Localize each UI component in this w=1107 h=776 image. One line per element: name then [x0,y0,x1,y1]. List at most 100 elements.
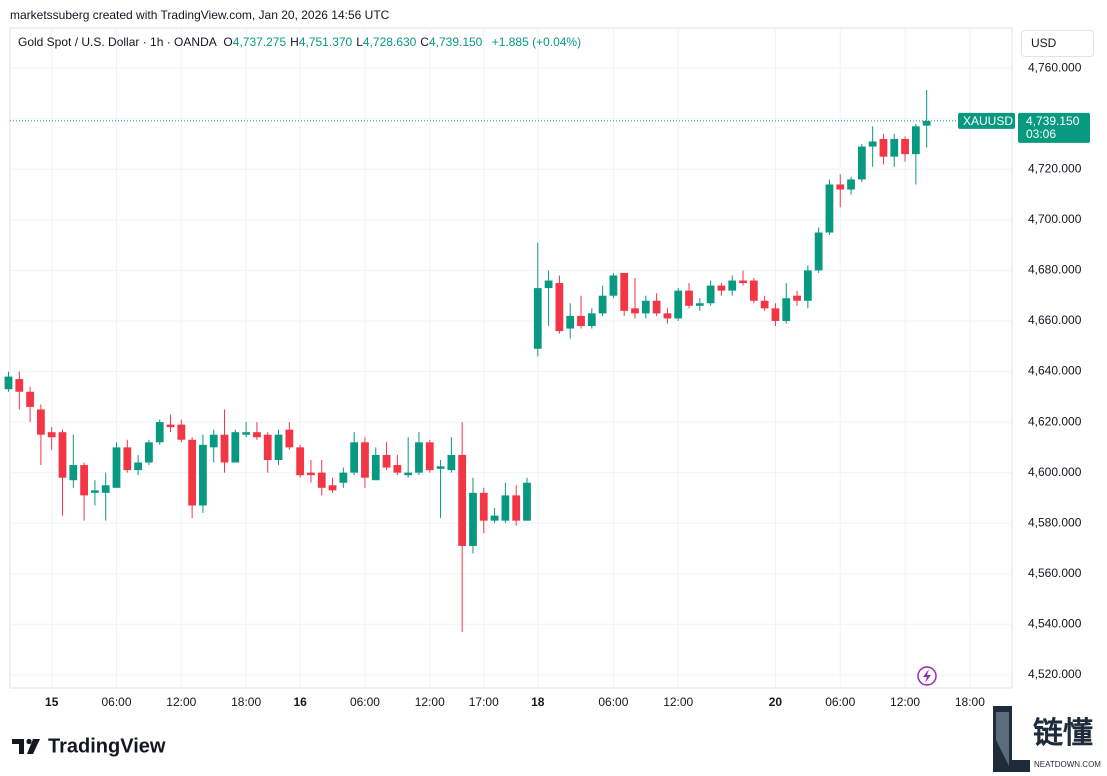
candle-body [728,280,737,291]
candle-body [37,409,45,435]
candle-body [231,432,240,463]
candle-body [890,138,899,157]
candle-body [479,492,488,521]
candle-body [263,434,272,460]
candle-body [555,283,564,332]
x-tick-label: 12:00 [415,695,445,709]
ohlc-value: 4,728.630 [362,35,417,49]
y-tick-label: 4,680.000 [1028,263,1082,277]
watermark-subtext: NEATDOWN.COM [1034,760,1101,769]
candle-body [901,138,909,155]
currency-button[interactable]: USD [1021,30,1094,57]
x-tick-label: 12:00 [890,695,920,709]
candle-body [15,379,24,392]
y-tick-label: 4,600.000 [1028,465,1082,479]
candle-body [285,429,294,448]
event-icon-bolt [923,669,931,683]
ohlc-key: L [356,35,363,49]
candle-body [155,422,164,443]
x-tick-label: 18:00 [955,695,985,709]
candle-body [695,303,704,306]
candle-body [631,308,639,314]
candle-body [760,300,769,309]
candle-body [847,179,855,190]
candle-body [577,315,585,327]
candle-body [544,280,553,289]
candle-body [501,495,510,521]
y-tick-label: 4,560.000 [1028,566,1082,580]
candle-body [80,465,88,496]
x-tick-label: 18 [531,695,545,709]
candle-body [307,472,315,476]
candle-body [145,442,153,463]
candle-body [69,465,78,481]
brand: TradingView [48,735,166,757]
candle-body [58,432,67,478]
candles [4,90,931,632]
watermark-text: 链懂 [1033,716,1093,750]
candle-body [490,515,499,521]
candle-body [587,313,596,327]
candle-body [911,126,920,155]
candle-body [825,184,834,233]
legend: Gold Spot / U.S. Dollar · 1h · OANDA O4,… [18,35,581,49]
symbol: Gold Spot / U.S. Dollar · 1h · OANDA [18,35,217,49]
y-tick-label: 4,660.000 [1028,313,1082,327]
symbol-tag-text: XAUUSD [963,114,1013,128]
x-tick-label: 17:00 [469,695,499,709]
candle-body [523,482,531,521]
candle-body [296,447,305,476]
candle-body [26,391,34,407]
candle-body [188,439,197,506]
candle-body [879,138,888,157]
candle-body [533,288,542,349]
candle-body [739,280,747,284]
candle-body [134,462,143,471]
candle-body [469,492,477,546]
x-tick-label: 12:00 [166,695,196,709]
candle-body [685,290,693,306]
event-icon[interactable] [917,666,937,686]
y-tick-label: 4,700.000 [1028,212,1082,226]
ohlc-key: O [223,35,233,49]
plot-frame [9,27,1013,689]
candle-body [641,300,650,314]
candle-body [803,270,812,301]
candle-body [328,485,337,491]
price-tag-text: 4,739.150 [1026,114,1080,128]
tradingview-logo: TradingView [12,735,166,757]
candle-body [91,490,99,493]
grid [10,28,1012,688]
candle-body [706,285,715,304]
candle-body [663,313,672,319]
candle-body [771,308,780,321]
y-tick-label: 4,720.000 [1028,161,1082,175]
y-tick-label: 4,580.000 [1028,515,1082,529]
candle-body [382,454,391,468]
ohlc: O4,737.275 H4,751.370 L4,728.630 C4,739.150 [219,35,482,49]
symbol-tag [958,112,1015,129]
candle-body [782,298,791,321]
candle-body [512,495,521,521]
candle-body [793,295,801,301]
candle-body [123,447,132,471]
candle-body [350,442,359,473]
candle-body [425,442,434,471]
countdown-text: 03:06 [1026,127,1056,141]
ohlc-value: 4,737.275 [232,35,287,49]
candle-body [609,275,618,296]
x-tick-label: 15 [45,695,59,709]
ohlc-key: C [420,35,429,49]
y-tick-label: 4,540.000 [1028,616,1082,630]
candle-body [415,442,423,473]
y-tick-label: 4,760.000 [1028,60,1082,74]
candle-body [436,466,445,469]
x-tick-label: 06:00 [598,695,628,709]
change: +1.885 (+0.04%) [491,35,582,49]
price-tag [1018,112,1090,143]
candle-body [922,120,931,126]
candle-body [717,285,726,291]
candle-body [393,465,402,473]
